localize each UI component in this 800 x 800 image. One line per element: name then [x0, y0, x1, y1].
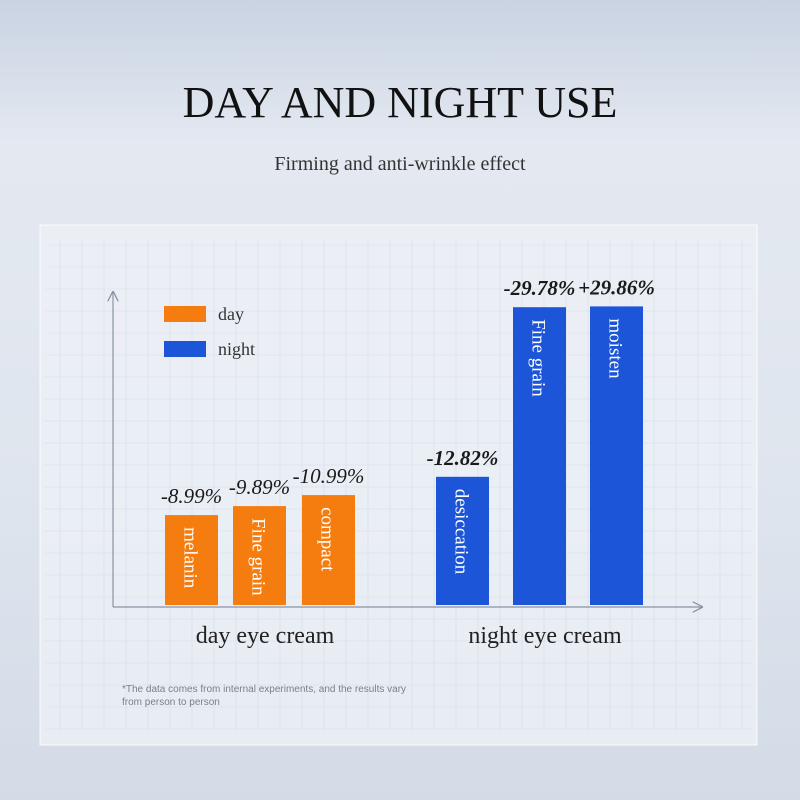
bar: [513, 307, 566, 605]
bar-label: moisten: [605, 318, 626, 379]
legend-swatch: [164, 341, 206, 357]
bar: [302, 495, 355, 605]
bar-label: desiccation: [451, 489, 472, 575]
bar: [233, 506, 286, 605]
legend-label: day: [218, 304, 244, 324]
value-label: -12.82%: [427, 446, 499, 470]
footnote: *The data comes from internal experiment…: [122, 684, 407, 708]
panel: [39, 224, 758, 746]
bar: [165, 515, 218, 605]
legend-label: night: [218, 339, 255, 359]
bar: [436, 476, 489, 605]
value-label: -9.89%: [229, 475, 290, 499]
chart-title: DAY AND NIGHT USE: [183, 78, 618, 127]
value-label: -8.99%: [161, 484, 222, 508]
value-label: -10.99%: [293, 464, 365, 488]
bar: [590, 306, 643, 605]
value-label: -29.78%: [504, 276, 576, 300]
legend-swatch: [164, 306, 206, 322]
group-label: night eye cream: [468, 623, 622, 649]
bar-label: Fine grain: [528, 319, 549, 397]
bar-label: compact: [317, 507, 338, 572]
bar-label: Fine grain: [248, 518, 269, 596]
bar-label: melanin: [180, 527, 201, 589]
value-label: +29.86%: [578, 275, 655, 299]
group-label: day eye cream: [196, 623, 335, 649]
chart-subtitle: Firming and anti-wrinkle effect: [274, 153, 526, 175]
